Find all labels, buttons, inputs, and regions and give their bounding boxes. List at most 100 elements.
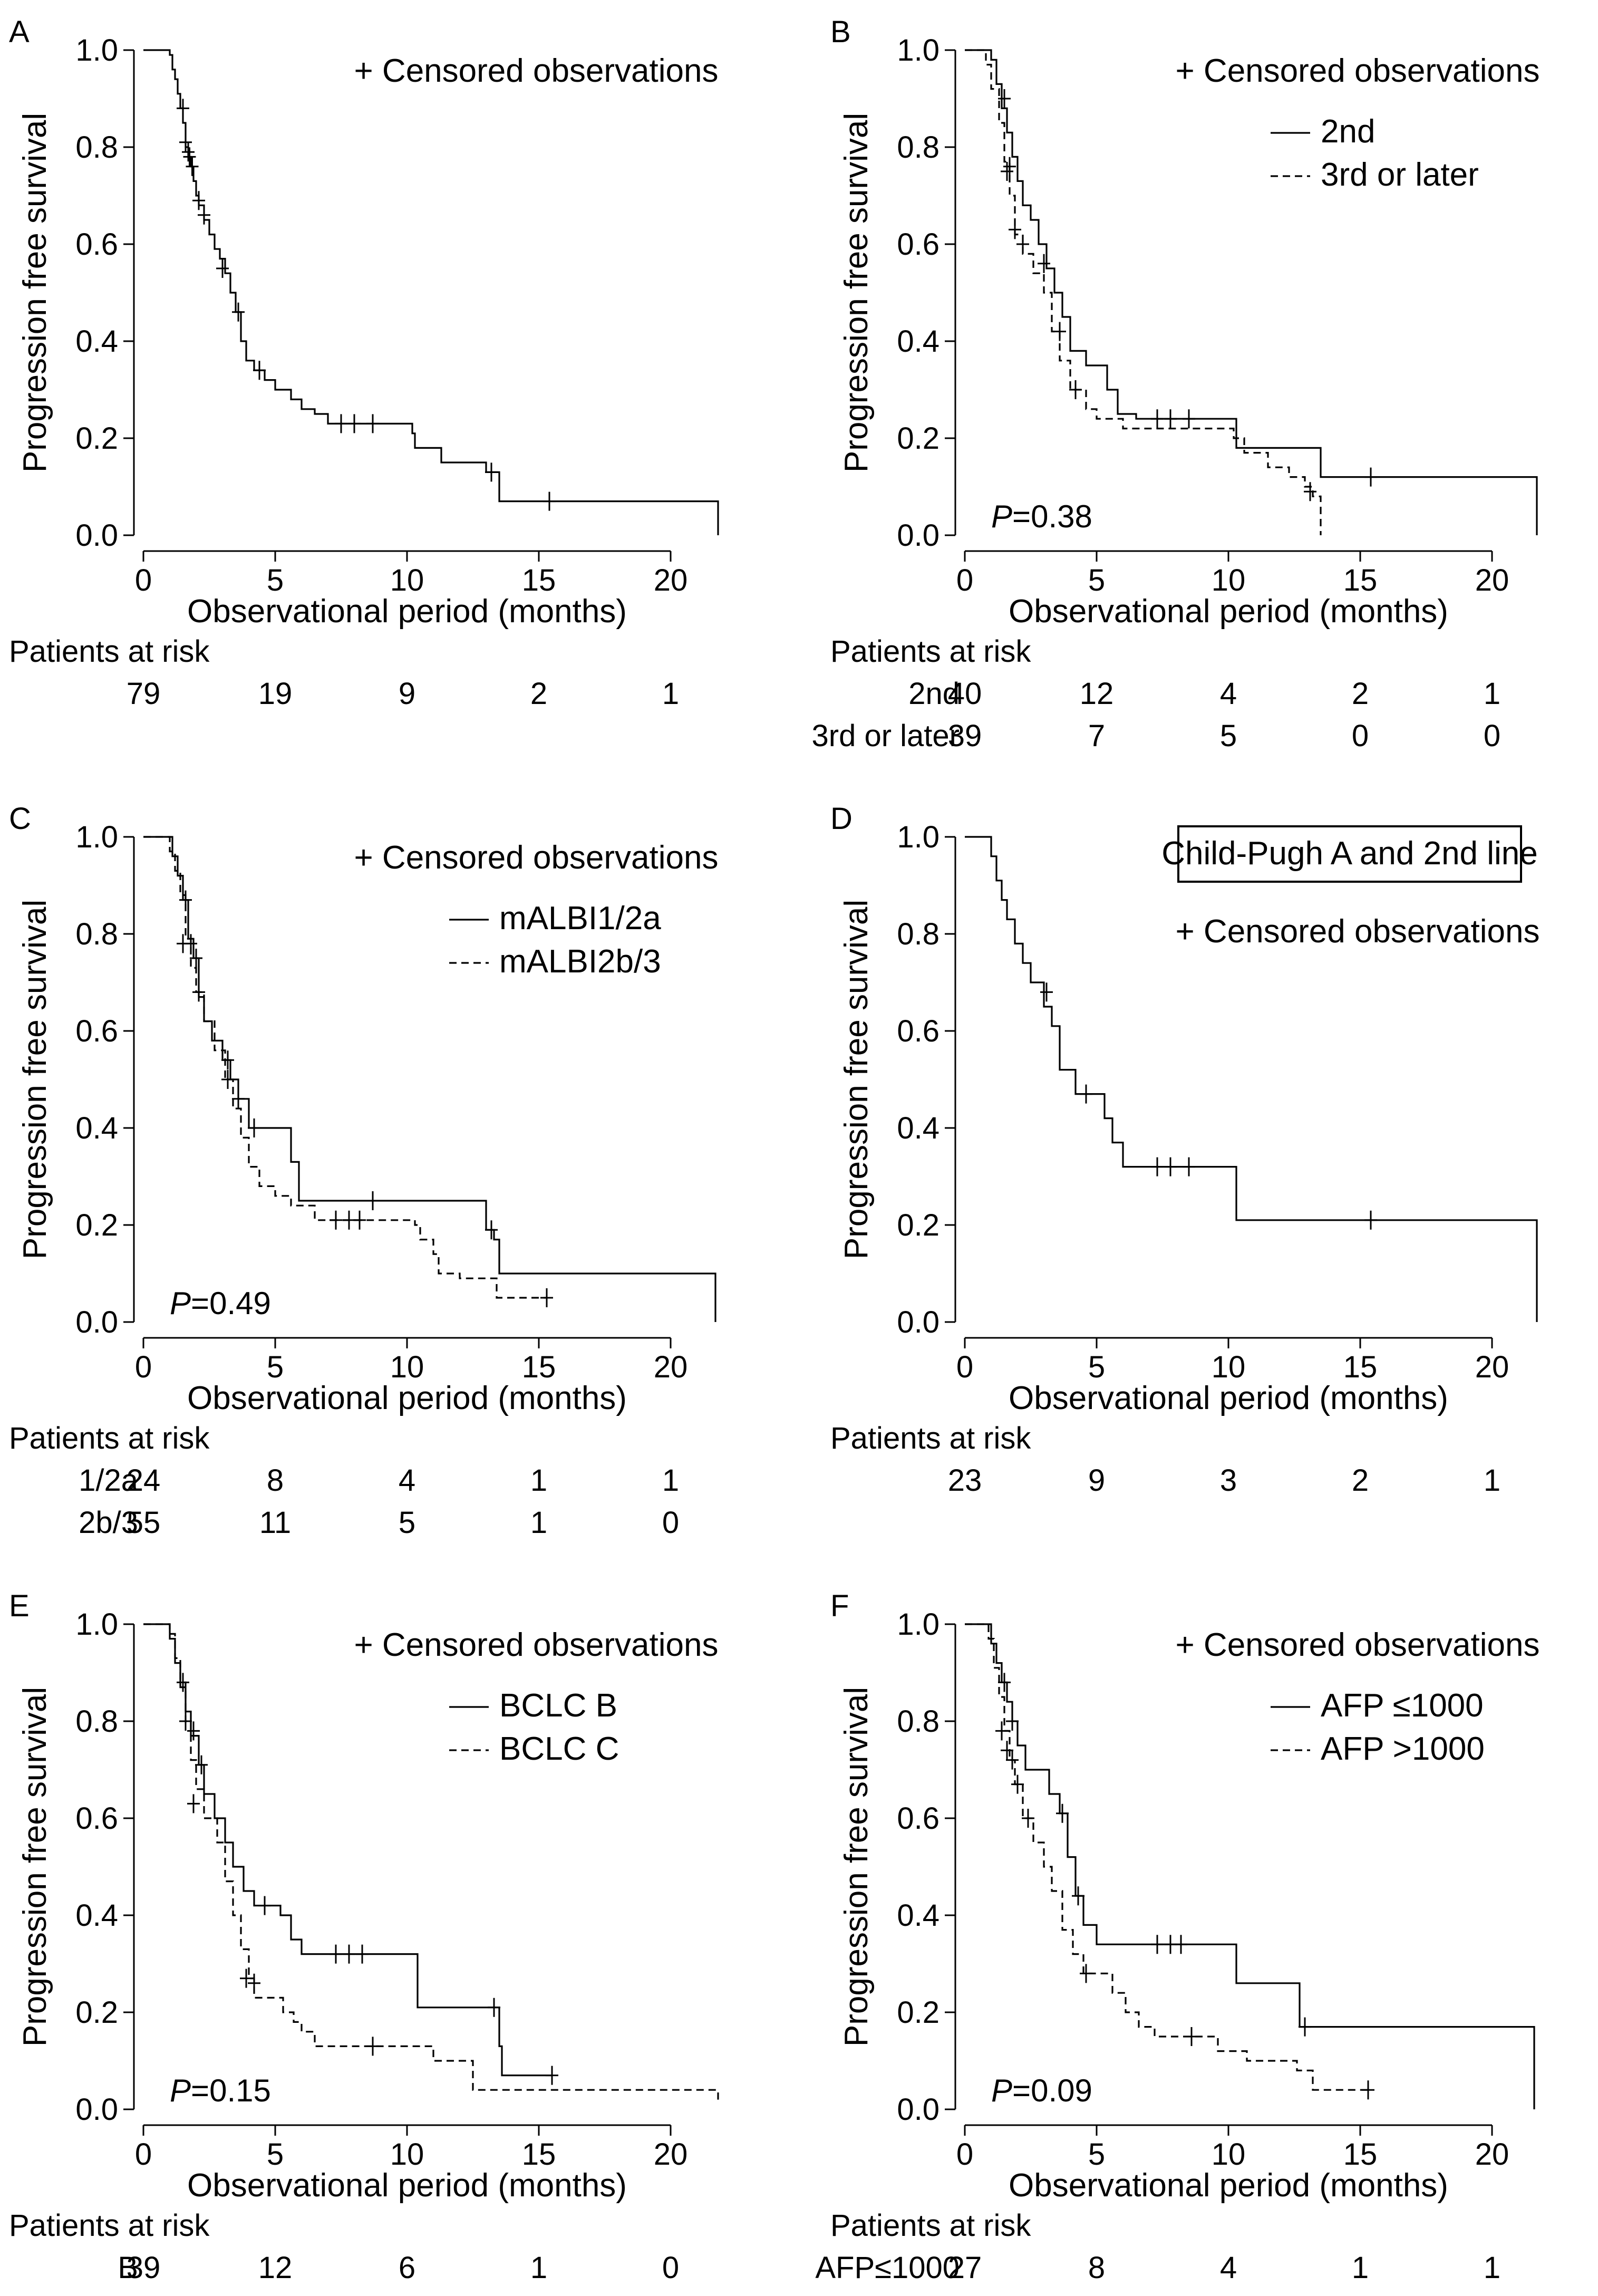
x-tick-label: 10 [1212,563,1246,597]
censor-mark [353,1210,366,1230]
risk-count: 1 [530,2293,547,2296]
x-tick-label: 20 [1475,2137,1509,2172]
y-axis-title: Progression free survival [17,1687,53,2047]
risk-count: 4 [399,1463,415,1498]
risk-count: 0 [1484,719,1500,753]
panel-b: B0.00.20.40.60.81.00 5 10 15 20Observational… [812,15,1540,753]
censor-mark [1151,409,1164,429]
panel-label: A [9,15,30,49]
censor-mark [995,1721,1008,1741]
legend-entry: BCLC B [499,1687,617,1724]
x-tick-label: 0 [956,563,973,597]
censor-mark [1185,2027,1198,2046]
censor-mark [1006,1750,1019,1770]
risk-count: 19 [258,677,293,711]
y-tick-label: 0.4 [75,324,118,359]
censor-mark [216,259,229,278]
y-axis-title: Progression free survival [838,900,875,1259]
series-line-1 [965,1623,1535,2109]
censored-legend: + Censored observations [354,840,718,876]
x-tick-label: 15 [1343,2137,1378,2172]
x-tick-label: 10 [1212,2137,1246,2172]
panel-title: Child-Pugh A and 2nd line [1161,835,1538,872]
risk-row-label: C [116,2293,138,2296]
y-tick-label: 0.4 [75,1111,118,1145]
y-tick-label: 0.6 [897,1014,940,1048]
censor-mark [232,302,245,322]
censor-mark [540,1288,553,1307]
censor-mark [258,1896,271,1915]
x-tick-label: 15 [522,563,556,597]
censor-mark [1056,1803,1069,1823]
censor-mark [1011,1774,1024,1794]
risk-table-title: Patients at risk [9,2208,210,2243]
risk-count: 6 [399,2251,415,2285]
risk-count: 0 [1484,2293,1500,2296]
censor-mark [348,414,361,433]
risk-row-label: AFP≤1000 [815,2251,960,2285]
legend-entry: 2nd [1321,113,1375,150]
series-line-2 [965,1623,1368,2091]
x-axis-title: Observational period (months) [187,1380,627,1416]
risk-count: 27 [948,2251,982,2285]
censor-mark [1040,982,1053,1002]
y-tick-label: 0.2 [75,1208,118,1242]
risk-table-title: Patients at risk [830,1421,1031,1455]
censor-mark [366,2037,379,2056]
y-tick-label: 1.0 [897,33,940,67]
censor-mark [485,462,498,482]
x-tick-label: 0 [135,563,152,597]
censor-mark [1175,1935,1187,1954]
risk-count: 1 [1352,2251,1369,2285]
censor-mark [356,1944,369,1964]
risk-count: 12 [1080,677,1114,711]
y-tick-label: 0.2 [75,421,118,456]
y-tick-label: 0.2 [897,421,940,456]
x-tick-label: 5 [1088,563,1105,597]
y-tick-label: 0.0 [897,1305,940,1339]
y-tick-label: 1.0 [897,1607,940,1642]
censor-mark [1151,1157,1164,1176]
x-tick-label: 15 [522,1350,556,1384]
panel-d: D 0.0 0.2 0.4 0.6 0.8 1.0 0 5 10 15 20 Observational… [830,802,1540,1498]
censor-mark [546,2066,558,2085]
x-tick-label: 5 [267,2137,284,2172]
risk-count: 2 [1352,1463,1369,1498]
censor-mark [1304,482,1316,501]
risk-count: 3 [399,2293,415,2296]
x-axis-title: Observational period (months) [1009,2167,1448,2204]
censor-mark [192,191,205,210]
series-line-1 [965,49,1538,535]
y-axis-title: Progression free survival [17,900,53,1259]
risk-count: 5 [399,1506,415,1540]
censored-legend: + Censored observations [354,53,718,89]
risk-count: 11 [1081,2293,1112,2296]
y-tick-label: 0.0 [75,518,118,553]
panel-label: B [830,15,851,49]
y-tick-label: 0.0 [897,518,940,553]
risk-count: 5 [1220,2293,1237,2296]
risk-count: 23 [948,1463,982,1498]
y-axis-title: Progression free survival [17,113,53,472]
x-axis-title: Observational period (months) [1009,1380,1448,1416]
risk-count: 39 [948,719,982,753]
risk-count: 1 [1352,2293,1369,2296]
x-tick-label: 10 [390,563,424,597]
risk-table-title: Patients at risk [9,634,210,669]
risk-row-label: 3rd or later [812,719,960,753]
y-tick-label: 1.0 [75,33,118,67]
censor-mark [366,414,379,433]
x-tick-label: 5 [267,1350,284,1384]
risk-count: 40 [948,677,982,711]
y-tick-label: 0.0 [75,1305,118,1339]
censor-mark [198,205,210,225]
series-line-1 [143,49,719,535]
y-tick-label: 0.4 [897,1898,940,1933]
censor-mark [1080,1084,1092,1104]
censored-legend: + Censored observations [354,1627,718,1663]
censor-mark [488,1998,500,2017]
y-tick-label: 0.4 [897,1111,940,1145]
censor-mark [183,147,196,167]
censor-mark [187,1794,200,1813]
